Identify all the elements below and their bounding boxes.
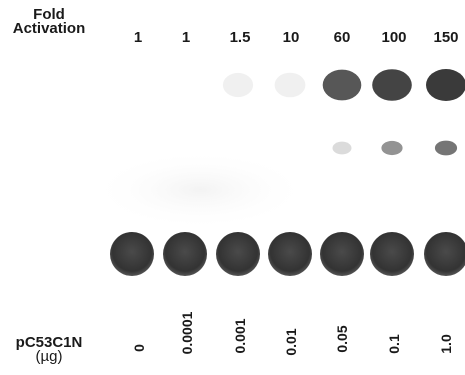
dose-value-lane-6: 0.1 [386, 334, 402, 354]
acetylated-upper-spot-lane-7 [426, 69, 465, 101]
acetylated-lower-spot-lane-6 [381, 140, 403, 156]
unacetylated-spot-lane-2 [163, 232, 207, 276]
dose-value-lane-3: 0.001 [232, 318, 248, 354]
fold-label-line2: Activation [12, 20, 86, 37]
fold-value-lane-5: 60 [333, 29, 351, 46]
dose-label-line2: (µg) [35, 348, 63, 365]
acetylated-lower-spot-lane-7 [434, 140, 458, 156]
acetylated-upper-spot-lane-4 [274, 72, 306, 98]
unacetylated-spot-lane-3 [216, 232, 260, 276]
unacetylated-spot-lane-5 [320, 232, 364, 276]
dose-label: pC53C1N (µg) [2, 334, 96, 365]
background-haze [90, 150, 310, 230]
dose-label-line1: pC53C1N [15, 334, 83, 351]
fold-value-lane-6: 100 [381, 29, 407, 46]
dose-value-lane-7: 1.0 [438, 334, 454, 354]
unacetylated-spot-lane-1 [110, 232, 154, 276]
fold-value-lane-1: 1 [133, 29, 143, 46]
acetylated-upper-spot-lane-3 [222, 72, 254, 98]
dose-value-lane-2: 0.0001 [179, 311, 195, 355]
acetylated-lower-spot-lane-5 [332, 141, 352, 155]
fold-value-lane-2: 1 [181, 29, 191, 46]
acetylated-upper-spot-lane-6 [372, 69, 412, 101]
dose-value-lane-4: 0.01 [283, 328, 299, 356]
fold-value-lane-4: 10 [282, 29, 300, 46]
dose-value-lane-1: 0 [131, 344, 147, 352]
acetylated-upper-spot-lane-5 [322, 69, 362, 101]
fold-activation-label: Fold Activation [6, 6, 92, 37]
dose-value-lane-5: 0.05 [334, 325, 350, 353]
fold-value-lane-7: 150 [433, 29, 459, 46]
fold-label-line1: Fold [33, 6, 65, 23]
fold-value-lane-3: 1.5 [229, 29, 251, 46]
unacetylated-spot-lane-7 [424, 232, 465, 276]
unacetylated-spot-lane-6 [370, 232, 414, 276]
unacetylated-spot-lane-4 [268, 232, 312, 276]
